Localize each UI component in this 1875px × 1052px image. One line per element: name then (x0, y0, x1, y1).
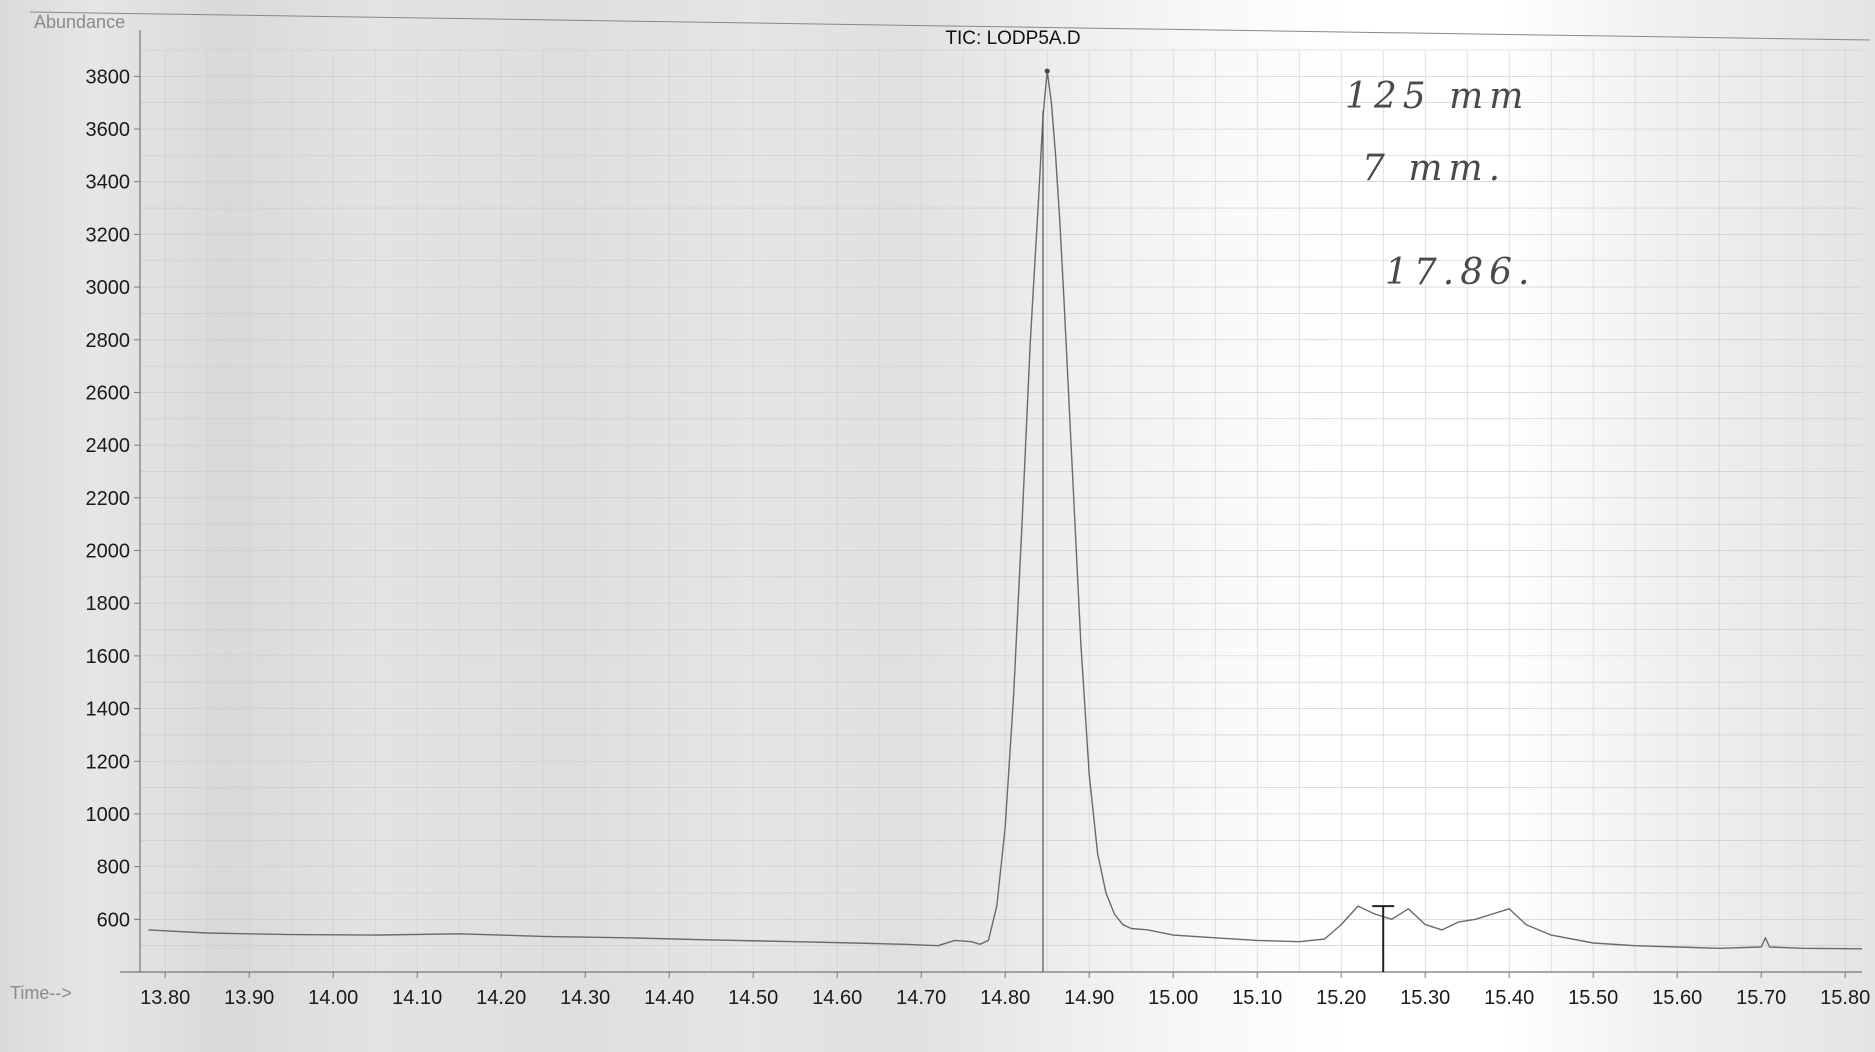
handwritten-note-1: 125 mm (1345, 76, 1529, 117)
handwritten-notes: 125 mm 7 mm. 17.86. (1345, 76, 1536, 293)
y-tick-label: 2400 (86, 435, 131, 457)
tic-trace-line (148, 70, 1863, 950)
chart-title: TIC: LODP5A.D (945, 28, 1080, 49)
peak-1-apex-dot (1044, 68, 1050, 74)
x-tick-label: 14.50 (728, 987, 778, 1009)
x-tick-label: 15.20 (1316, 987, 1366, 1009)
y-tick-label: 2600 (86, 382, 131, 404)
axes (29, 11, 1871, 973)
y-tick-label: 3800 (86, 66, 131, 88)
y-tick-labels: 600 800 1000 1200 1400 1600 1800 2000 2200 2400 26… (86, 66, 140, 931)
x-tick-label: 15.30 (1400, 987, 1450, 1009)
x-tick-label: 14.20 (476, 987, 526, 1009)
y-tick-label: 1200 (86, 751, 131, 773)
y-tick-label: 1400 (86, 699, 131, 721)
y-tick-label: 2800 (86, 330, 131, 352)
y-tick-label: 800 (97, 857, 130, 879)
x-tick-label: 14.00 (308, 987, 358, 1009)
grid-lines (140, 49, 1862, 973)
x-tick-label: 15.10 (1232, 987, 1282, 1009)
x-tick-label: 14.30 (560, 987, 610, 1009)
x-tick-label: 14.60 (812, 987, 862, 1009)
x-tick-label: 14.80 (980, 987, 1030, 1009)
y-tick-label: 3400 (86, 172, 131, 194)
x-tick-label: 14.10 (392, 987, 442, 1009)
x-tick-label: 15.80 (1820, 987, 1870, 1009)
y-tick-label: 1600 (86, 646, 131, 668)
frame-top-line (29, 11, 1871, 41)
x-tick-label: 15.50 (1568, 987, 1618, 1009)
x-tick-labels: 13.80 13.90 14.00 14.10 14.20 14.30 14.40 14.50… (140, 972, 1870, 1009)
y-tick-label: 3600 (86, 119, 131, 141)
y-tick-label: 1000 (86, 804, 131, 826)
x-tick-label: 14.70 (896, 987, 946, 1009)
handwritten-note-3: 17.86. (1385, 252, 1536, 293)
x-tick-label: 15.00 (1148, 987, 1198, 1009)
x-tick-label: 15.40 (1484, 987, 1534, 1009)
x-tick-label: 15.70 (1736, 987, 1786, 1009)
y-tick-label: 600 (97, 909, 130, 931)
x-tick-label: 14.90 (1064, 987, 1114, 1009)
y-tick-label: 2000 (86, 541, 131, 563)
y-tick-label: 3200 (86, 224, 131, 246)
y-tick-label: 2200 (86, 488, 131, 510)
y-tick-label: 3000 (86, 277, 131, 299)
x-tick-label: 14.40 (644, 987, 694, 1009)
x-axis-title: Time--> (10, 983, 72, 1003)
y-axis-title: Abundance (34, 12, 125, 32)
x-tick-label: 15.60 (1652, 987, 1702, 1009)
x-tick-label: 13.90 (224, 987, 274, 1009)
handwritten-note-2: 7 mm. (1362, 148, 1506, 189)
y-tick-label: 1800 (86, 593, 131, 615)
integration-markers (1042, 68, 1395, 972)
x-tick-label: 13.80 (140, 987, 190, 1009)
